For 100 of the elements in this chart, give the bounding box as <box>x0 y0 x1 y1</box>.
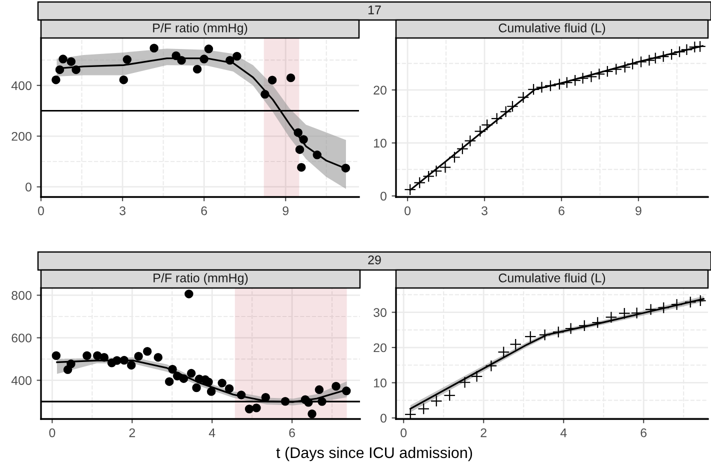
point <box>578 320 590 332</box>
point <box>674 46 686 58</box>
point <box>618 61 631 74</box>
point <box>552 326 564 338</box>
point <box>560 76 573 88</box>
point <box>164 377 174 386</box>
point <box>605 311 618 324</box>
point <box>444 389 456 402</box>
point <box>593 68 606 80</box>
point <box>644 304 657 316</box>
point <box>297 162 306 172</box>
point <box>66 360 76 368</box>
point <box>430 395 442 407</box>
point <box>554 78 566 90</box>
text: 17 <box>368 6 381 14</box>
point <box>150 44 158 53</box>
y-tick-label: 400 <box>11 376 32 385</box>
x-tick-label: 6 <box>640 428 647 438</box>
point <box>643 54 656 66</box>
point <box>126 360 136 370</box>
y-tick-label: 0 <box>26 182 32 192</box>
point <box>260 90 270 99</box>
x-tick-label: 0 <box>404 206 411 216</box>
point <box>112 356 122 365</box>
point <box>610 63 622 76</box>
y-tick-label: 0 <box>380 192 386 201</box>
point <box>524 330 536 343</box>
point <box>192 383 201 392</box>
point <box>448 151 460 164</box>
point <box>439 161 452 174</box>
point <box>626 58 638 70</box>
x-tick-label: 0 <box>400 428 407 438</box>
point <box>100 352 109 362</box>
point <box>456 142 468 155</box>
x-tick-label: 9 <box>636 206 642 216</box>
point <box>601 65 614 78</box>
point <box>694 40 706 52</box>
point <box>294 128 302 137</box>
point <box>536 81 548 94</box>
point <box>218 378 226 388</box>
point <box>295 145 304 154</box>
point <box>657 50 670 62</box>
point <box>92 351 102 360</box>
point <box>576 72 589 84</box>
y-tick-label: 20 <box>374 343 386 352</box>
point <box>528 83 540 96</box>
point <box>172 51 180 60</box>
x-tick-label: 0 <box>49 428 56 438</box>
point <box>177 56 186 65</box>
point <box>224 384 234 393</box>
x-tick-label: 4 <box>208 428 216 438</box>
x-axis-title: t (Days since ICU admission) <box>276 446 472 462</box>
point <box>498 346 510 358</box>
point <box>510 338 522 350</box>
point <box>286 73 296 82</box>
point <box>204 44 214 54</box>
point <box>252 404 261 412</box>
point <box>168 364 177 374</box>
x-tick-label: 6 <box>289 428 295 438</box>
y-tick-label: 10 <box>374 378 386 388</box>
point <box>280 396 290 406</box>
point <box>120 356 129 365</box>
y-tick-label: 400 <box>11 81 32 90</box>
text: 29 <box>368 256 381 264</box>
point <box>226 56 234 65</box>
point <box>184 290 194 298</box>
y-tick-label: 20 <box>374 86 386 95</box>
point <box>314 385 324 394</box>
point <box>414 176 426 189</box>
point <box>122 55 132 64</box>
x-tick-label: 6 <box>558 206 564 216</box>
point <box>342 386 351 396</box>
point <box>154 352 162 362</box>
point <box>172 372 182 380</box>
point <box>72 65 80 74</box>
point <box>82 351 92 360</box>
y-tick-label: 600 <box>12 334 32 342</box>
point <box>186 368 196 378</box>
point <box>490 112 503 124</box>
point <box>592 316 604 328</box>
x-tick-label: 2 <box>480 428 486 438</box>
point <box>684 296 696 308</box>
y-tick-label: 200 <box>12 132 32 141</box>
x-tick-label: 3 <box>120 206 126 216</box>
point <box>470 370 483 382</box>
point <box>142 347 152 356</box>
point <box>680 44 693 56</box>
point <box>630 307 643 319</box>
point <box>458 376 471 388</box>
x-tick-label: 0 <box>38 206 44 216</box>
point <box>332 382 340 391</box>
chart-title: P/F ratio (mmHg) <box>154 273 248 285</box>
point <box>538 328 551 341</box>
point <box>236 390 246 400</box>
x-tick-label: 9 <box>282 206 288 216</box>
point <box>52 75 60 84</box>
point <box>569 74 582 86</box>
y-tick-label: 0 <box>380 414 386 423</box>
x-tick-label: 4 <box>560 428 567 438</box>
point <box>134 352 143 361</box>
